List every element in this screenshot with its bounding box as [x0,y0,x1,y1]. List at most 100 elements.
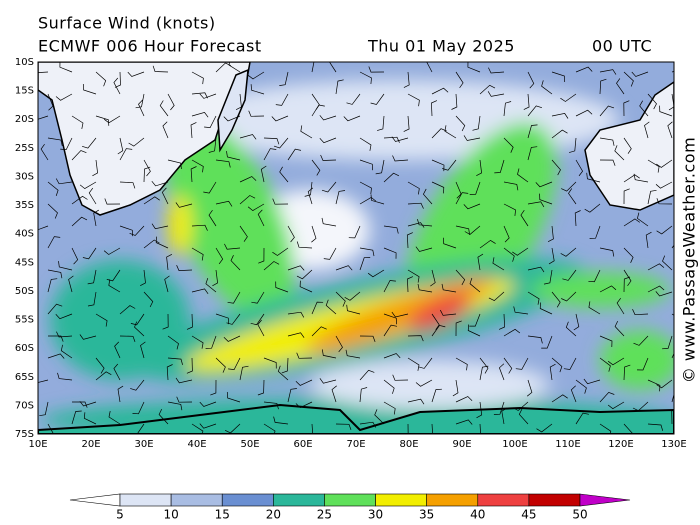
wind-barb [359,71,372,85]
wind-barb [273,416,289,425]
wind-barb [633,173,649,183]
wind-barb [311,423,314,434]
wind-barb [655,291,673,297]
lon-label: 120E [608,439,633,450]
wind-barb [114,341,121,359]
lon-label: 20E [81,439,100,450]
wind-barb [656,198,673,205]
wind-barb [632,309,649,316]
wind-barb [503,328,521,337]
wind-barbs [38,62,674,434]
wind-barb [224,243,241,250]
wind-barb [467,62,481,73]
wind-barb [348,225,361,239]
wind-barb [479,239,496,249]
wind-barb [607,401,625,410]
lat-label: 25S [15,143,34,154]
wind-barb [455,115,466,132]
wind-barb [215,247,224,265]
wind-barb [235,93,242,111]
wind-barb [258,247,265,264]
wind-barb [162,121,169,139]
colorbar-segment [375,493,427,507]
colorbar-low [69,493,121,507]
wind-barb [359,335,376,343]
wind-barb [71,216,88,227]
wind-barb [335,423,352,431]
wind-barb [479,365,489,381]
wind-barb [520,210,529,227]
wind-barb [377,115,385,131]
wind-barb [359,421,377,428]
wind-barb [38,379,49,383]
wind-barb [335,265,353,271]
wind-barb [132,401,145,415]
wind-barb [135,93,145,109]
wind-barb [71,195,88,205]
wind-barb [226,391,241,403]
wind-barb [431,423,433,434]
wind-barb [656,379,673,389]
wind-barb [535,181,553,188]
wind-barb [647,159,660,173]
colorbar-tick: 50 [572,508,587,522]
wind-barb [503,101,512,117]
wind-barb [95,371,112,381]
wind-barb [151,180,169,187]
wind-barb [631,71,649,77]
wind-barb [250,313,265,326]
wind-barb [190,122,197,139]
wind-barb [155,236,169,249]
wind-barb [551,159,561,176]
wind-barb [311,301,324,315]
wind-barb [422,188,433,205]
wind-barb [57,372,73,381]
wind-barb [551,129,568,139]
wind-barb [279,71,289,86]
wind-barb [227,291,241,304]
wind-barb [623,71,634,87]
wind-barb [561,181,577,192]
wind-barb [272,198,289,205]
wind-barb [119,335,136,343]
wind-barb [300,125,313,139]
wind-barb [479,423,481,434]
wind-barb [117,385,124,403]
wind-barb [568,137,577,153]
wind-barb [383,324,398,337]
lat-label: 65S [15,372,34,383]
wind-barb [134,321,145,337]
wind-barb [191,423,204,434]
wind-barb [287,265,305,271]
wind-barb [167,159,182,170]
wind-barb [119,305,136,315]
wind-barb [47,278,58,293]
wind-barb [175,202,193,208]
wind-barb [623,137,632,154]
wind-barb [87,291,97,307]
wind-barb [383,225,399,234]
wind-barb [656,159,673,168]
wind-barb [263,137,280,145]
wind-barb [226,313,241,325]
wind-barb [129,225,145,236]
wind-barb [647,379,661,392]
wind-barb [250,84,265,95]
wind-barb [296,352,313,359]
wind-barb [257,209,265,227]
wind-barb [205,277,217,293]
wind-barb [551,394,568,403]
wind-barb [383,401,396,415]
wind-barb [575,412,589,425]
wind-barb [469,313,481,327]
wind-barb [228,62,241,73]
wind-barb [589,225,601,239]
wind-barb [599,159,616,166]
wind-barb [203,181,217,194]
wind-barb [407,93,420,107]
colorbar-tick: 40 [470,508,485,522]
wind-barb [343,115,361,122]
wind-barb [307,187,314,205]
wind-barb [575,159,584,177]
